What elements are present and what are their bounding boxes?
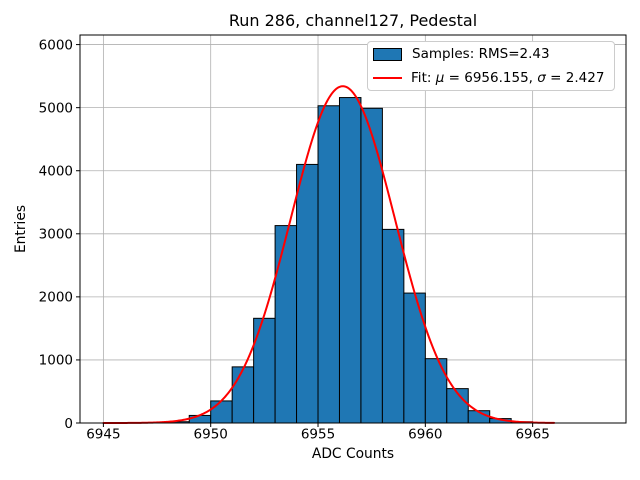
axes-spines [79,34,627,424]
histogram-bar [210,400,233,424]
y-tick-label: 6000 [39,37,73,53]
histogram-bar [274,225,298,424]
histogram-bar [424,358,448,424]
chart-title: Run 286, channel127, Pedestal [228,11,478,30]
legend: Samples: RMS=2.43 Fit: μ = 6956.155, σ =… [367,41,615,91]
histogram-bar [296,163,319,424]
y-tick-label: 4000 [39,164,73,180]
legend-label-fit: Fit: μ = 6956.155, σ = 2.427 [411,69,605,86]
samples-swatch [373,47,402,61]
histogram-bar [317,105,340,424]
histogram-bar [231,366,255,424]
legend-label-samples: Samples: RMS=2.43 [412,46,550,63]
x-tick-label: 6965 [515,427,549,443]
y-axis-label: Entries [13,204,29,254]
fit-line-swatch [373,76,402,79]
legend-entry-fit: Fit: μ = 6956.155, σ = 2.427 [373,68,606,89]
y-tick-label: 2000 [39,290,73,306]
x-axis-label: ADC Counts [311,446,395,462]
y-tick-label: 5000 [39,100,73,116]
x-tick-label: 6960 [408,427,442,443]
legend-entry-samples: Samples: RMS=2.43 [373,44,606,65]
y-tick-label: 0 [64,416,73,432]
x-tick-label: 6955 [301,427,335,443]
x-tick-label: 6950 [194,427,228,443]
histogram-bar [381,228,405,424]
histogram-bar [403,292,426,424]
histogram-bar [338,97,362,424]
fit-curve [102,85,556,424]
x-tick-label: 6945 [86,427,120,443]
histogram-bar [188,414,212,424]
y-tick-label: 3000 [39,227,73,243]
y-tick-label: 1000 [39,353,73,369]
